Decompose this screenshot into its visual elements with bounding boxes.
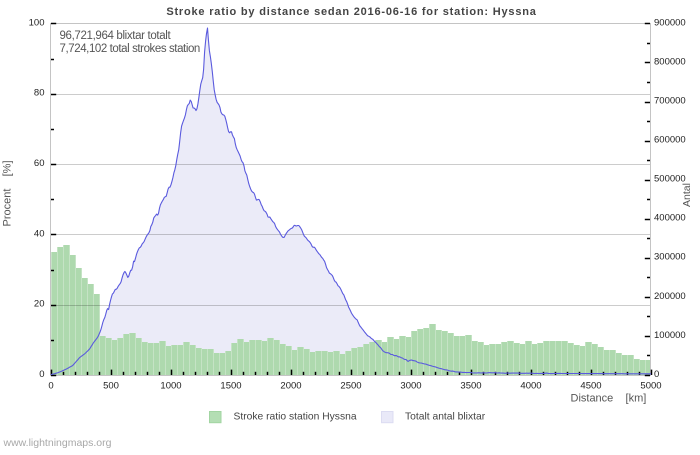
svg-text:100000: 100000 bbox=[654, 330, 686, 341]
svg-text:900000: 900000 bbox=[654, 17, 686, 28]
svg-text:Procent [%]: Procent [%] bbox=[2, 160, 14, 226]
svg-text:Stroke ratio station Hyssna: Stroke ratio station Hyssna bbox=[234, 412, 357, 423]
svg-text:500000: 500000 bbox=[654, 174, 686, 185]
svg-text:Stroke ratio by distance sedan: Stroke ratio by distance sedan 2016-06-1… bbox=[166, 6, 536, 18]
svg-text:20: 20 bbox=[34, 299, 45, 310]
svg-text:3000: 3000 bbox=[400, 381, 421, 392]
svg-text:0: 0 bbox=[39, 369, 44, 380]
svg-text:Distance [km]: Distance [km] bbox=[571, 392, 647, 404]
svg-text:1000: 1000 bbox=[160, 381, 181, 392]
svg-text:0: 0 bbox=[48, 381, 53, 392]
svg-text:4000: 4000 bbox=[520, 381, 541, 392]
svg-text:80: 80 bbox=[34, 88, 45, 99]
svg-text:300000: 300000 bbox=[654, 252, 686, 263]
svg-text:4500: 4500 bbox=[580, 381, 601, 392]
svg-text:0: 0 bbox=[654, 369, 659, 380]
svg-text:60: 60 bbox=[34, 158, 45, 169]
svg-text:96,721,964 blixtar totalt: 96,721,964 blixtar totalt bbox=[60, 30, 172, 42]
svg-text:500: 500 bbox=[103, 381, 119, 392]
svg-text:2500: 2500 bbox=[340, 381, 361, 392]
svg-text:600000: 600000 bbox=[654, 135, 686, 146]
svg-text:3500: 3500 bbox=[460, 381, 481, 392]
svg-text:40: 40 bbox=[34, 228, 45, 239]
svg-text:800000: 800000 bbox=[654, 56, 686, 67]
svg-text:200000: 200000 bbox=[654, 291, 686, 302]
svg-text:5000: 5000 bbox=[640, 381, 661, 392]
svg-text:400000: 400000 bbox=[654, 213, 686, 224]
svg-text:7,724,102 total strokes statio: 7,724,102 total strokes station bbox=[60, 43, 200, 55]
svg-text:Totalt antal blixtar: Totalt antal blixtar bbox=[405, 412, 486, 423]
svg-text:700000: 700000 bbox=[654, 95, 686, 106]
svg-text:100: 100 bbox=[29, 17, 45, 28]
svg-text:Antal: Antal bbox=[681, 183, 693, 207]
svg-text:2000: 2000 bbox=[280, 381, 301, 392]
svg-text:1500: 1500 bbox=[220, 381, 241, 392]
svg-text:www.lightningmaps.org: www.lightningmaps.org bbox=[3, 437, 112, 449]
